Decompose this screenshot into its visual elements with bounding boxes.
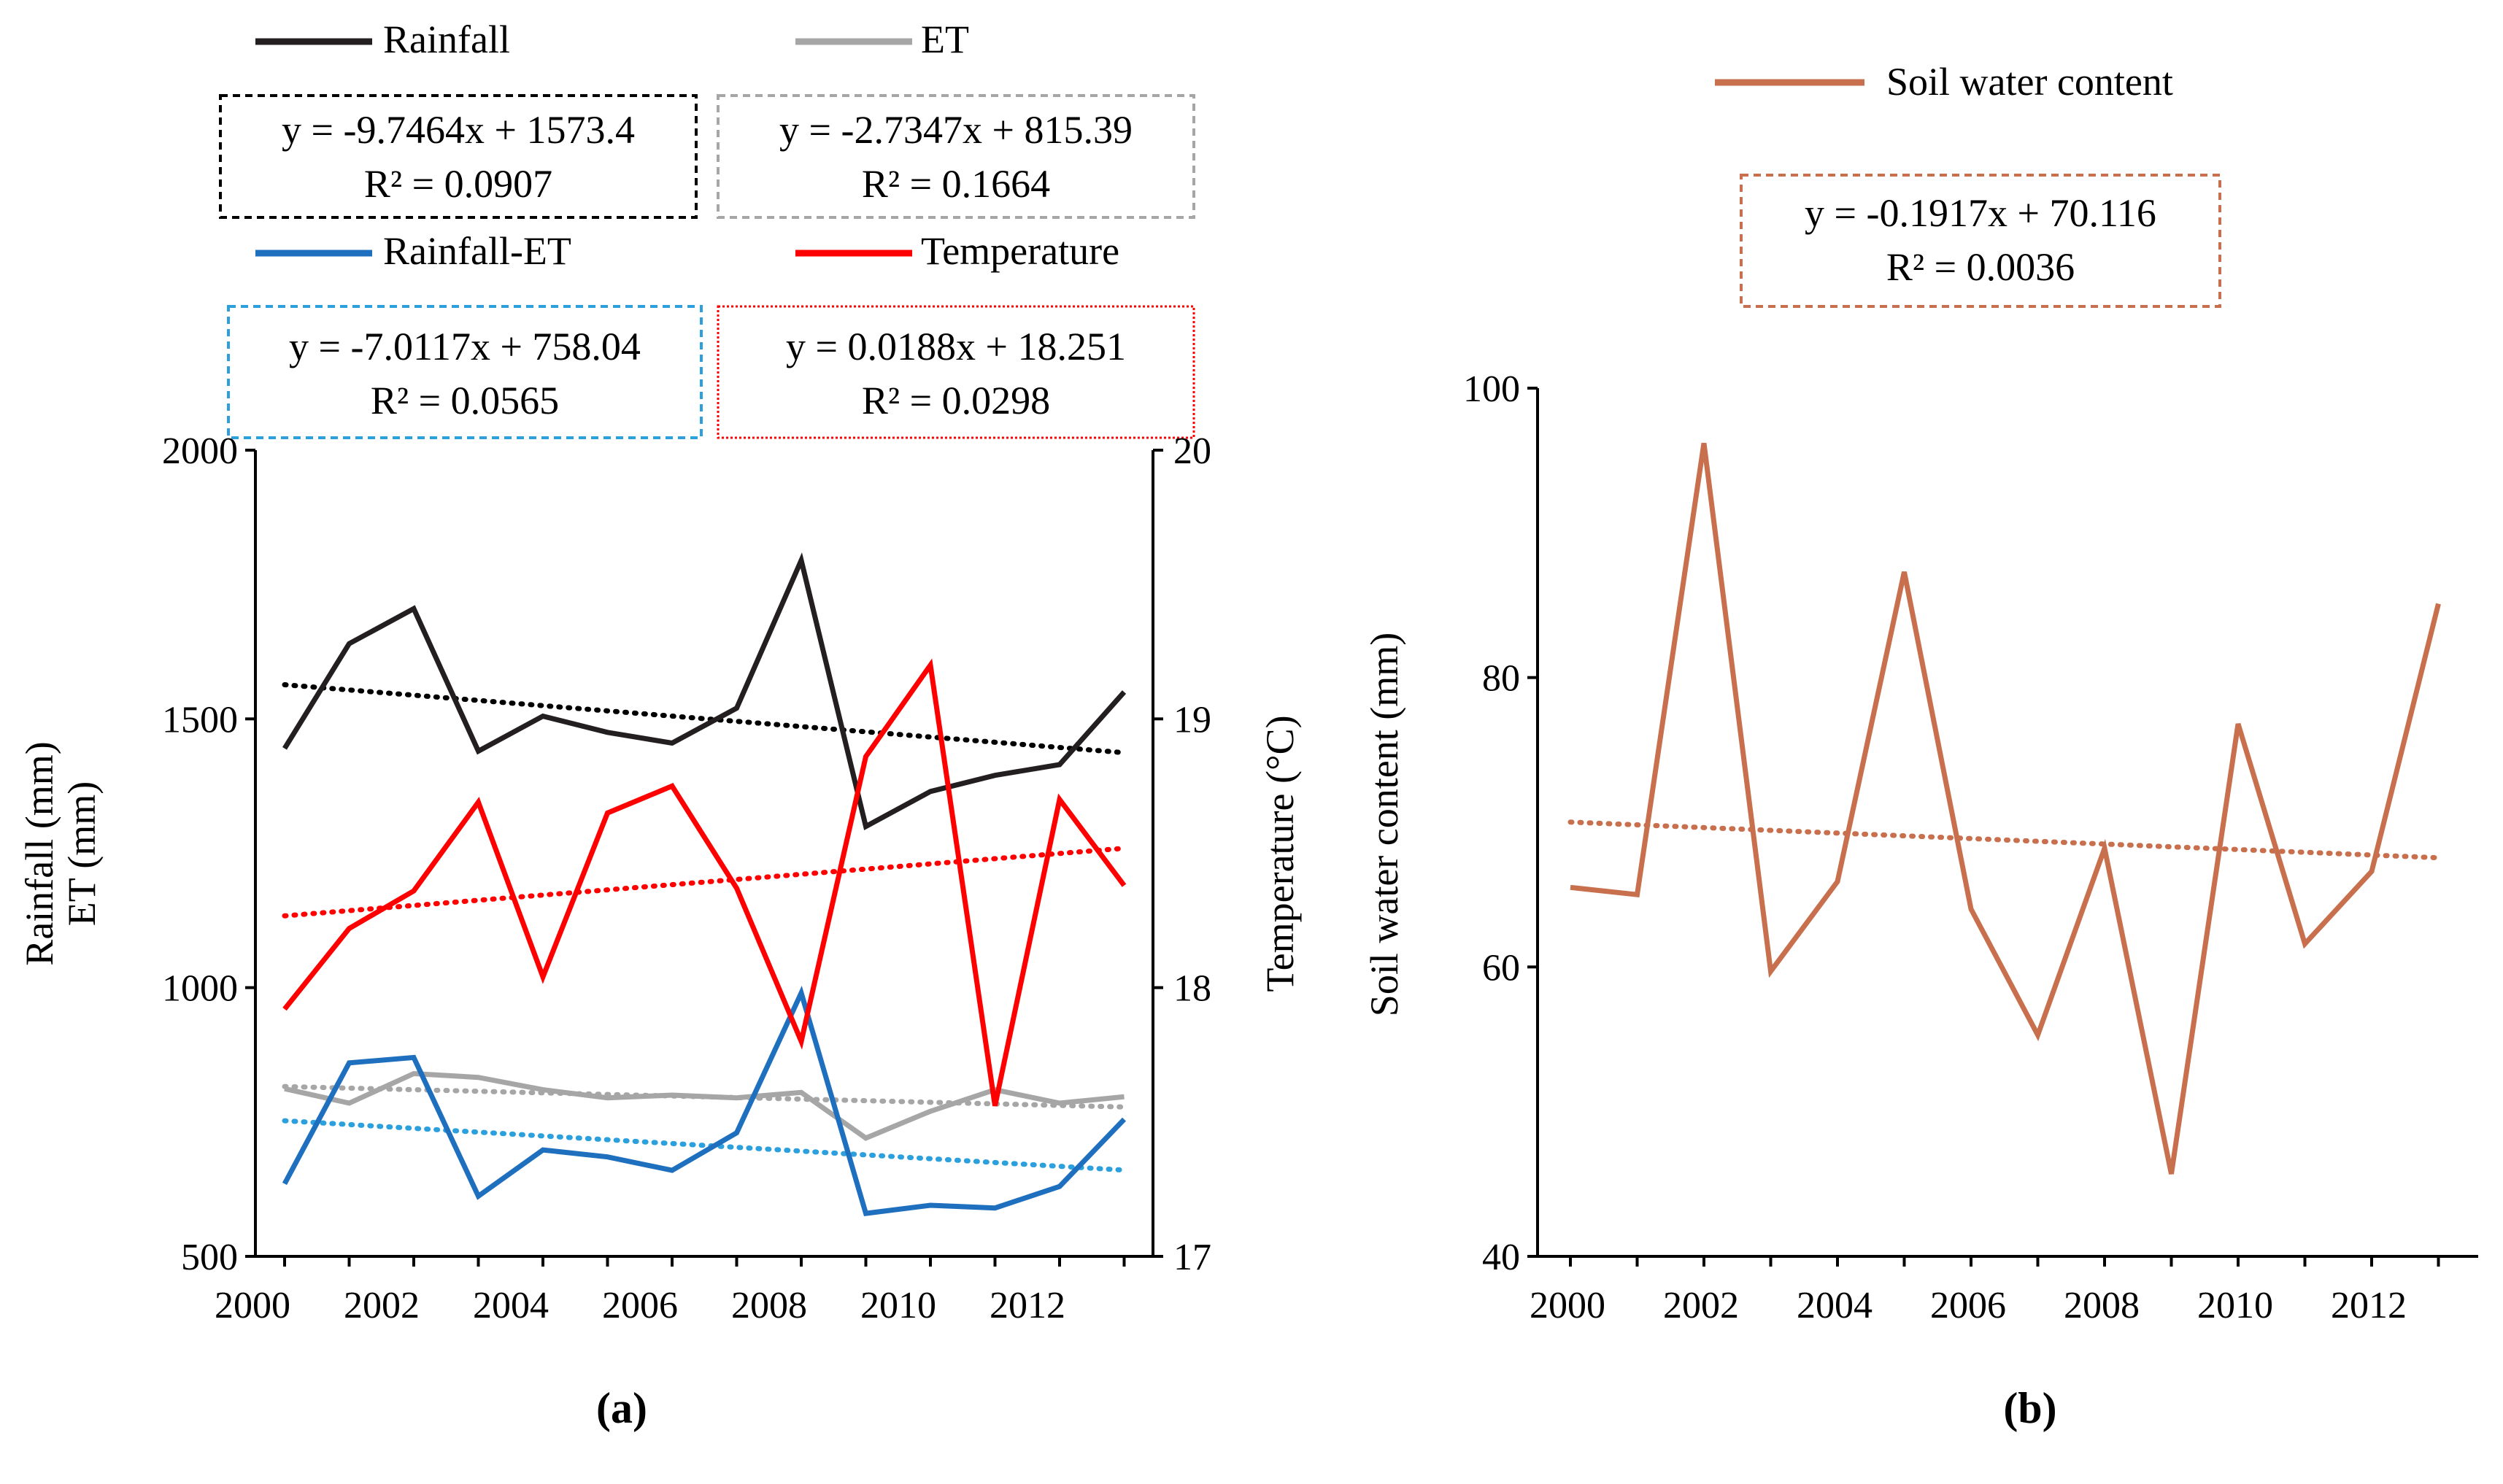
x-tick-label-2002: 2002 — [1663, 1285, 1739, 1326]
panel-b: Soil water content y = -0.1917x + 70.116… — [1362, 60, 2478, 1432]
panel-label-b: (b) — [2003, 1384, 2056, 1432]
x-tick-label-2006: 2006 — [1930, 1285, 2006, 1326]
x-tick-label-2000: 2000 — [215, 1285, 290, 1326]
y-tick-label-right-17: 17 — [1173, 1237, 1211, 1278]
x-ticks-b: 2000 2002 2004 2006 2008 2010 2012 — [1530, 1256, 2440, 1326]
trend-equation-soil-water: y = -0.1917x + 70.116 — [1805, 191, 2156, 235]
y-tick-label-left-500: 500 — [181, 1237, 238, 1278]
trend-r2-soil-water: R² = 0.0036 — [1886, 245, 2075, 289]
series-line-rainfall — [282, 552, 1127, 830]
legend-label-et: ET — [921, 18, 969, 61]
series-line-temperature — [282, 658, 1127, 1107]
trend-line-b — [1567, 819, 2441, 861]
x-tick-label-2012: 2012 — [990, 1285, 1065, 1326]
x-tick-label-2008: 2008 — [2064, 1285, 2140, 1326]
y-axis-title-et: ET (mm) — [60, 781, 104, 926]
trend-box-rainfall — [219, 94, 698, 219]
trend-box-et — [717, 94, 1195, 219]
trend-equation-et: y = -2.7347x + 815.39 — [779, 108, 1133, 152]
y-tick-label-80: 80 — [1482, 658, 1520, 700]
legend-label-rainfall-et: Rainfall-ET — [383, 229, 571, 273]
legend-label-soil-water: Soil water content — [1886, 60, 2173, 104]
series-line-et — [284, 1070, 1125, 1141]
y-tick-label-right-18: 18 — [1173, 968, 1211, 1010]
trend-r2-rainfall: R² = 0.0907 — [364, 162, 552, 206]
trend-line-rainfall-et — [282, 1118, 1127, 1173]
x-tick-label-2004: 2004 — [1797, 1285, 1873, 1326]
x-tick-label-2006: 2006 — [602, 1285, 678, 1326]
y-ticks-right: 17 18 19 20 — [1153, 430, 1211, 1278]
y-tick-label-left-1000: 1000 — [162, 968, 238, 1010]
y-tick-label-60: 60 — [1482, 947, 1520, 989]
trend-box-temperature — [717, 305, 1195, 439]
trend-box-rainfall-et — [227, 305, 703, 439]
series-lines — [282, 552, 1127, 1216]
y-axis-title-soil-water: Soil water content (mm) — [1362, 633, 1406, 1016]
x-tick-label-2012: 2012 — [2331, 1285, 2407, 1326]
y-tick-label-100: 100 — [1463, 368, 1520, 410]
y-ticks-left: 500 1000 1500 2000 — [162, 430, 255, 1278]
x-tick-label-2002: 2002 — [344, 1285, 420, 1326]
y-tick-label-right-19: 19 — [1173, 699, 1211, 741]
trend-equation-temperature: y = 0.0188x + 18.251 — [786, 325, 1126, 368]
trend-r2-rainfall-et: R² = 0.0565 — [371, 379, 559, 422]
trend-line-soil-water-content — [1567, 819, 2441, 861]
trend-box-soil-water — [1740, 174, 2221, 308]
panel-a: Rainfall ET y = -9.7464x + 1573.4 R² = 0… — [18, 18, 1302, 1432]
y-ticks-b: 40 60 80 100 — [1463, 368, 1538, 1278]
series-line-soil-water-content — [1570, 442, 2441, 1175]
x-tick-label-2010: 2010 — [860, 1285, 936, 1326]
y-axis-title-rainfall: Rainfall (mm) — [18, 741, 61, 965]
trend-equation-rainfall-et: y = -7.0117x + 758.04 — [289, 325, 641, 368]
series-line-rainfall-et — [282, 986, 1127, 1216]
y-tick-label-40: 40 — [1482, 1237, 1520, 1278]
y-tick-label-right-20: 20 — [1173, 430, 1211, 472]
panel-label-a: (a) — [596, 1384, 647, 1432]
x-tick-label-2004: 2004 — [473, 1285, 549, 1326]
y-tick-label-left-1500: 1500 — [162, 699, 238, 741]
legend-label-rainfall: Rainfall — [383, 18, 510, 61]
y-tick-label-left-2000: 2000 — [162, 430, 238, 472]
trend-lines — [282, 682, 1127, 1173]
trend-line-temperature — [282, 846, 1127, 919]
x-tick-label-2008: 2008 — [731, 1285, 807, 1326]
trend-r2-et: R² = 0.1664 — [862, 162, 1050, 206]
legend-label-temperature: Temperature — [921, 229, 1119, 273]
trend-line-rainfall — [282, 682, 1127, 756]
series-line-b — [1570, 442, 2441, 1175]
x-tick-label-2010: 2010 — [2197, 1285, 2273, 1326]
trend-r2-temperature: R² = 0.0298 — [862, 379, 1050, 422]
x-tick-label-2000: 2000 — [1530, 1285, 1605, 1326]
trend-equation-rainfall: y = -9.7464x + 1573.4 — [282, 108, 635, 152]
y-axis-title-temperature: Temperature (°C) — [1258, 715, 1302, 992]
x-ticks: 2000 2002 2004 2006 2008 2010 2012 — [215, 1256, 1126, 1326]
